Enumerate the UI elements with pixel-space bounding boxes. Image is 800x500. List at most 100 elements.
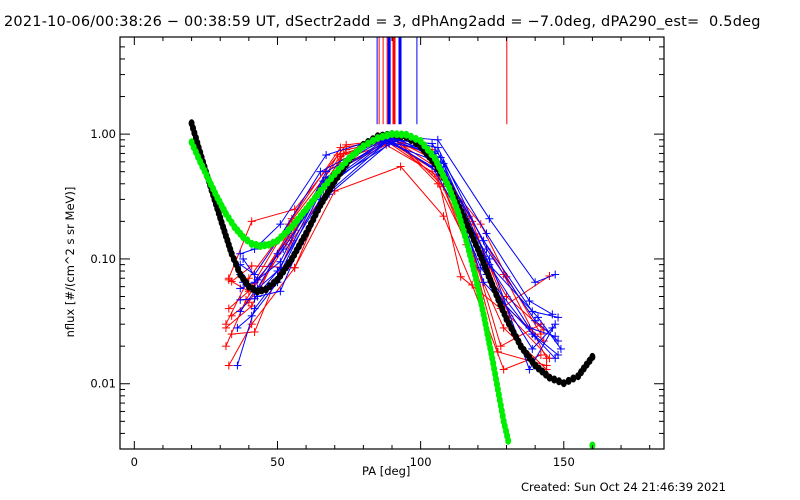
data-point (224, 361, 233, 370)
data-point (554, 350, 563, 359)
data-point (551, 270, 560, 279)
fit-point (360, 142, 367, 151)
data-point (548, 310, 557, 319)
series-line (225, 136, 547, 366)
series-red-9 (221, 132, 551, 370)
fit-point (556, 377, 562, 386)
data-point (493, 347, 502, 356)
fit-point (369, 136, 376, 145)
data-point (485, 254, 494, 263)
fit-point (379, 132, 386, 141)
x-tick-label: 0 (131, 455, 138, 469)
fit-point (374, 134, 381, 143)
data-point (534, 313, 543, 322)
data-point (531, 332, 540, 341)
data-point (227, 277, 236, 286)
data-point (236, 307, 245, 316)
data-point (499, 323, 508, 332)
data-point (499, 365, 508, 374)
fit-curves (188, 119, 596, 450)
data-point (247, 217, 256, 226)
green-fit (188, 130, 596, 450)
data-point (279, 245, 288, 254)
data-point (551, 332, 560, 341)
fit-point (505, 436, 512, 445)
data-point (525, 365, 534, 374)
data-point (236, 284, 245, 293)
data-point (496, 342, 505, 351)
data-point (224, 304, 233, 313)
y-tick-label: 0.10 (90, 252, 116, 266)
fit-point (589, 352, 596, 361)
data-point (482, 229, 491, 238)
data-point (233, 323, 242, 332)
vertical-markers (376, 37, 508, 125)
fit-point (398, 130, 405, 139)
data-point (322, 151, 331, 160)
data-point (433, 179, 442, 188)
data-point (531, 278, 540, 287)
data-point (439, 159, 448, 168)
data-point (433, 143, 442, 152)
data-point (236, 249, 245, 258)
data-point (485, 214, 494, 223)
data-point (554, 313, 563, 322)
created-timestamp: Created: Sun Oct 24 21:46:39 2021 (521, 480, 726, 494)
fit-point (408, 132, 415, 141)
series-red-10 (224, 137, 545, 339)
data-point (244, 274, 253, 283)
data-point (233, 361, 242, 370)
x-tick-label: 150 (553, 455, 575, 469)
data-point (273, 267, 282, 276)
data-point (247, 311, 256, 320)
data-point (439, 212, 448, 221)
data-point (250, 327, 259, 336)
x-tick-label: 50 (270, 455, 285, 469)
ticks: 0 50 100 150 0.01 0.10 1.00 (90, 36, 664, 469)
axes (119, 36, 665, 450)
data-point (221, 320, 230, 329)
fit-point (412, 134, 419, 143)
data-point (221, 342, 230, 351)
data-point (239, 254, 248, 263)
data-point (396, 162, 405, 171)
data-point (322, 167, 331, 176)
data-point (227, 330, 236, 339)
data-point (253, 275, 262, 284)
series-blue-2 (236, 134, 557, 319)
data-point (433, 135, 442, 144)
y-axis-label: nflux [#/(cm^2 s sr MeV)] (63, 186, 77, 338)
fit-point (244, 236, 251, 245)
series-blue-10 (236, 135, 560, 374)
data-point (333, 151, 342, 160)
data-point (551, 320, 560, 329)
fit-point (389, 130, 395, 139)
fit-point (570, 374, 577, 383)
plot-frame (119, 36, 665, 450)
fit-point (393, 130, 400, 139)
fit-point (365, 139, 372, 148)
data-point (436, 153, 445, 162)
x-axis-label: PA [deg] (362, 464, 411, 478)
data-point (556, 344, 565, 353)
data-point (276, 287, 285, 296)
series-line (239, 139, 556, 371)
fit-point (551, 375, 558, 384)
data-point (479, 278, 488, 287)
series-red-6 (224, 162, 545, 374)
data-point (250, 270, 259, 279)
data-point (525, 297, 534, 306)
y-tick-label: 1.00 (90, 127, 116, 141)
y-tick-label: 0.01 (90, 377, 116, 391)
fit-point (403, 130, 410, 139)
fit-point (565, 376, 572, 385)
data-point (528, 344, 537, 353)
data-point (542, 361, 551, 370)
data-point (236, 295, 245, 304)
fit-point (546, 373, 553, 382)
fit-point (560, 379, 567, 388)
data-point (247, 320, 256, 329)
data-point (276, 220, 285, 229)
data-point (290, 263, 299, 272)
